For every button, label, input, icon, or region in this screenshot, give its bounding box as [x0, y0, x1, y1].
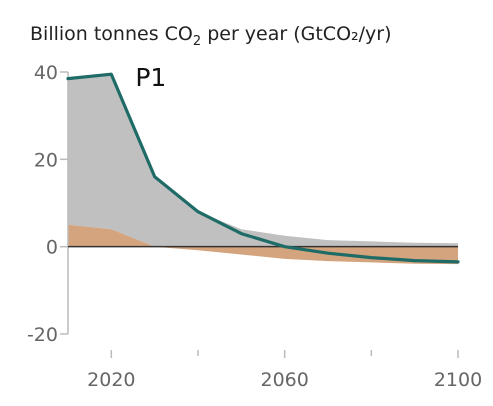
y-tick-label: -20 — [27, 324, 58, 346]
y-tick-label: 0 — [46, 237, 58, 259]
y-tick-label: 20 — [34, 149, 58, 171]
line-layer — [66, 72, 460, 264]
x-tick-label: 2020 — [87, 369, 135, 391]
series-line-P1 — [66, 72, 460, 264]
chart-title-prefix: Billion tonnes CO — [30, 23, 193, 45]
chart-title-subscript: 2 — [193, 34, 201, 49]
series-label-P1: P1 — [135, 63, 166, 92]
x-tick-label: 2100 — [434, 369, 482, 391]
area-band-1 — [68, 74, 458, 247]
chart-title: Billion tonnes CO2 per year (GtCO₂/yr) — [30, 23, 392, 49]
area-layer — [68, 74, 458, 265]
chart-title-suffix: per year (GtCO₂/yr) — [201, 23, 391, 45]
axes-layer — [60, 71, 459, 358]
labels-layer: 40 20 0 -20 2020 2060 2100 P1 — [27, 62, 482, 391]
area-band-2 — [68, 224, 458, 265]
x-tick-label: 2060 — [260, 369, 308, 391]
y-tick-label: 40 — [34, 62, 58, 84]
